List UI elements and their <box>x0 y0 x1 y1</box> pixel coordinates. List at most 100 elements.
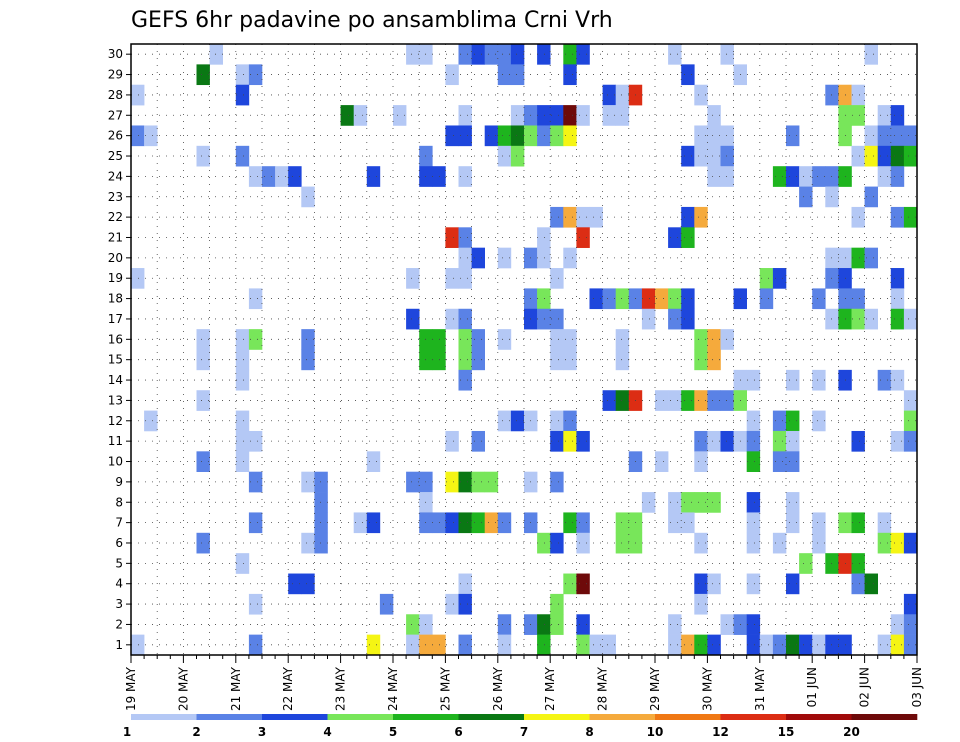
y-tick-label: 27 <box>108 108 123 122</box>
heatmap-cell <box>812 369 826 391</box>
heatmap-cell <box>248 593 263 615</box>
heatmap-cell <box>759 634 774 656</box>
colorbar-segment <box>851 714 918 720</box>
x-axis-ticks: 19 MAY 20 MAY 21 MAY 22 MAY 23 MAY 24 MAY 25 M… <box>124 655 924 711</box>
heatmap-cell <box>550 430 564 452</box>
heatmap-cell <box>851 553 865 574</box>
heatmap-cell <box>458 125 472 147</box>
heatmap-cell <box>903 206 918 228</box>
y-tick-label: 28 <box>108 88 123 102</box>
heatmap-cell <box>746 369 761 391</box>
heatmap-cell <box>550 614 564 635</box>
heatmap-cell <box>563 206 577 228</box>
colorbar-segment <box>720 714 787 720</box>
heatmap-cell <box>681 288 695 310</box>
heatmap-cell <box>720 614 734 635</box>
heatmap-cell <box>851 512 865 534</box>
heatmap-cell <box>576 206 590 228</box>
heatmap-cell <box>144 125 158 147</box>
heatmap-cell <box>497 125 512 147</box>
heatmap-cell <box>877 105 892 126</box>
heatmap-cell <box>602 288 616 310</box>
heatmap-cell <box>746 410 761 432</box>
heatmap-cell <box>497 614 512 635</box>
heatmap-cell <box>550 329 564 350</box>
heatmap-cell <box>602 634 616 656</box>
heatmap-cell <box>471 329 485 350</box>
heatmap-cell <box>681 145 695 167</box>
heatmap-cell <box>786 410 800 432</box>
heatmap-cell <box>445 308 459 330</box>
y-tick-label: 7 <box>115 516 123 530</box>
y-tick-label: 26 <box>108 129 123 143</box>
x-tick-label: 25 MAY <box>438 666 452 711</box>
heatmap-cell <box>694 84 708 106</box>
heatmap-cell <box>615 105 630 126</box>
heatmap-cell <box>458 268 472 289</box>
x-tick-label: 02 JUN <box>858 667 872 707</box>
heatmap-cell <box>366 451 381 472</box>
y-tick-label: 5 <box>115 556 123 570</box>
heatmap-cell <box>903 145 918 167</box>
heatmap-cell <box>235 329 250 350</box>
heatmap-cell <box>851 573 865 595</box>
heatmap-cell <box>563 247 577 269</box>
colorbar-tick-label: 5 <box>389 725 397 739</box>
heatmap-cell <box>314 532 328 554</box>
heatmap-cell <box>890 532 905 554</box>
heatmap-cell <box>772 451 787 472</box>
heatmap-cell <box>235 451 250 472</box>
heatmap-cell <box>497 64 512 86</box>
heatmap-cell <box>720 145 734 167</box>
heatmap-cell <box>314 492 328 513</box>
heatmap-cell <box>772 410 787 432</box>
heatmap-cell <box>694 145 708 167</box>
y-tick-label: 23 <box>108 190 123 204</box>
x-tick-label: 30 MAY <box>700 666 714 711</box>
heatmap-cell <box>707 166 721 187</box>
heatmap-cell <box>864 308 878 330</box>
heatmap-cell <box>196 451 210 472</box>
colorbar-tick-label: 2 <box>192 725 200 739</box>
heatmap-cell <box>602 105 616 126</box>
heatmap-cell <box>786 430 800 452</box>
heatmap-cell <box>890 369 905 391</box>
colorbar-segment <box>262 714 328 720</box>
heatmap-cell <box>537 247 551 269</box>
heatmap-cell <box>707 573 721 595</box>
heatmap-cell <box>786 369 800 391</box>
heatmap-cell <box>655 288 669 310</box>
heatmap-cell <box>707 430 721 452</box>
heatmap-cell <box>458 512 472 534</box>
heatmap-cell <box>694 593 708 615</box>
heatmap-cell <box>497 329 512 350</box>
colorbar-segment <box>458 714 525 720</box>
heatmap-cell <box>707 105 721 126</box>
heatmap-cell <box>497 44 512 65</box>
heatmap-cell <box>720 166 734 187</box>
x-tick-label: 28 MAY <box>596 666 610 711</box>
heatmap-cell <box>746 614 761 635</box>
heatmap-cell <box>196 390 210 411</box>
heatmap-cell <box>248 329 263 350</box>
x-tick-label: 01 JUN <box>805 667 819 707</box>
heatmap-cell <box>707 634 721 656</box>
heatmap-cell <box>589 206 603 228</box>
heatmap-cell <box>196 532 210 554</box>
heatmap-cell <box>458 593 472 615</box>
heatmap-cell <box>497 247 512 269</box>
heatmap-cell <box>563 329 577 350</box>
heatmap-cell <box>694 206 708 228</box>
heatmap-cell <box>903 593 918 615</box>
heatmap-cell <box>458 471 472 493</box>
heatmap-cell <box>537 125 551 147</box>
heatmap-cell <box>877 125 892 147</box>
heatmap-cell <box>510 105 525 126</box>
colorbar-segment <box>589 714 656 720</box>
heatmap-cell <box>668 512 682 534</box>
heatmap-cell <box>248 512 263 534</box>
heatmap-cell <box>196 329 210 350</box>
heatmap-cell <box>550 308 564 330</box>
heatmap-cell <box>694 451 708 472</box>
